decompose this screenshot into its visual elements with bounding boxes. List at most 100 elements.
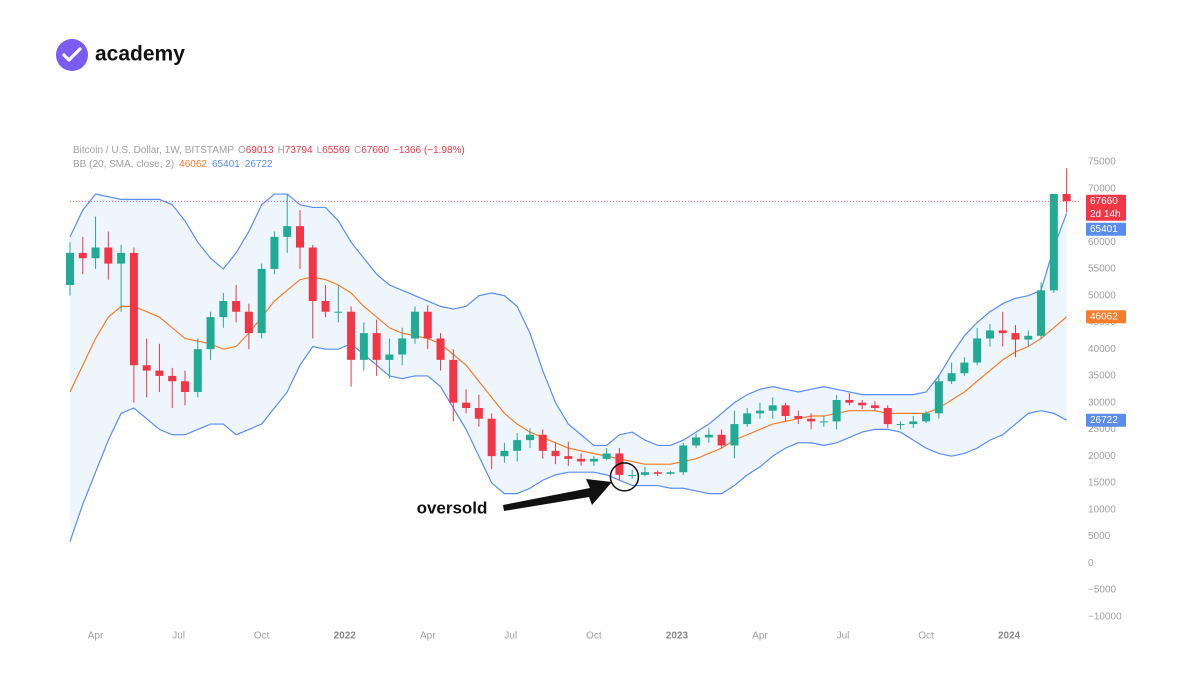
price-tag <box>1086 194 1126 221</box>
candle-body <box>883 408 892 425</box>
candle-body <box>922 413 931 422</box>
title: Bitcoin / U.S. Dollar, 1W, BITSTAMP <box>73 145 234 156</box>
candle-body <box>794 416 803 419</box>
candle-body <box>577 458 586 462</box>
candle-body <box>347 311 356 360</box>
lower-band <box>69 343 1067 542</box>
candle-body <box>896 424 905 426</box>
y-tick-label: 5000 <box>1088 531 1111 542</box>
candle-body <box>538 434 547 451</box>
candle-body <box>960 362 969 374</box>
indicator-name: BB (20, SMA, close, 2) <box>73 159 174 170</box>
price-tag-label: 67660 <box>1090 196 1118 207</box>
y-tick-label: 25000 <box>1088 424 1116 435</box>
candle-body <box>78 252 87 259</box>
candle-body <box>359 333 368 360</box>
ohlc-letter: O <box>238 145 246 156</box>
candle-body <box>858 402 867 406</box>
candle-body <box>104 247 113 264</box>
candle-body <box>819 421 828 423</box>
upper-value: 65401 <box>212 159 240 170</box>
price-tag-label: 46062 <box>1090 312 1118 323</box>
x-tick-label: Oct <box>586 631 602 642</box>
y-tick-label: 15000 <box>1088 478 1116 489</box>
band-fill <box>70 194 1067 542</box>
y-tick-label: 50000 <box>1088 290 1116 301</box>
candle-body <box>487 418 496 457</box>
y-tick-label: 35000 <box>1088 371 1116 382</box>
y-tick-label: 30000 <box>1088 397 1116 408</box>
plot <box>66 168 1080 542</box>
candle-body <box>781 405 790 417</box>
candle-body <box>129 252 138 366</box>
oversold-circle <box>609 462 640 492</box>
candle-body <box>934 381 943 414</box>
candle-body <box>628 474 637 476</box>
annotation: oversold <box>417 479 612 517</box>
candle-body <box>462 402 471 409</box>
candle-body <box>232 301 241 312</box>
ohlc-value: 73794 <box>285 145 313 156</box>
price-tag <box>1086 310 1126 324</box>
candle-body <box>589 458 598 462</box>
candle-body <box>219 301 228 318</box>
logo-check <box>62 47 82 62</box>
candle-body <box>755 410 764 414</box>
x-tick-label: Oct <box>254 631 270 642</box>
countdown: 2d 14h <box>1090 209 1121 220</box>
candle-body <box>717 434 726 446</box>
candle-body <box>679 445 688 473</box>
candle-body <box>704 434 713 438</box>
candle-body <box>321 301 330 312</box>
header: Bitcoin / U.S. Dollar, 1W, BITSTAMP O6901… <box>73 145 465 156</box>
candle-body <box>385 354 394 360</box>
candle-body <box>1049 193 1058 291</box>
candle-body <box>283 226 292 237</box>
candle-body <box>1011 333 1020 340</box>
change-label: −1366 (−1.98%) <box>393 145 465 156</box>
candle-body <box>870 405 879 409</box>
candle-body <box>1037 290 1046 336</box>
candle-body <box>500 450 509 457</box>
candle-body <box>564 456 573 459</box>
y-tick-label: −5000 <box>1088 585 1117 596</box>
middle-value: 46062 <box>179 159 207 170</box>
candle-body <box>155 370 164 376</box>
x-tick-label: 2024 <box>998 631 1021 642</box>
price-tag-label: 26722 <box>1090 415 1118 426</box>
y-tick-label: 20000 <box>1088 451 1116 462</box>
candle-body <box>193 349 202 392</box>
y-tick-label: 60000 <box>1088 237 1116 248</box>
candle-body <box>334 311 343 313</box>
candle-body <box>180 381 189 392</box>
annotation-text: oversold <box>417 498 488 517</box>
candle-body <box>653 472 662 474</box>
candle-body <box>308 247 317 302</box>
candle-body <box>372 333 381 360</box>
candle-body <box>206 317 215 350</box>
x-tick-label: Jul <box>172 631 185 642</box>
x-tick-label: Oct <box>918 631 934 642</box>
candle-body <box>270 236 279 269</box>
y-tick-label: 70000 <box>1088 183 1116 194</box>
candle-body <box>602 453 611 459</box>
logo: academy <box>56 39 185 71</box>
candle-body <box>845 399 854 403</box>
y-tick-label: 55000 <box>1088 264 1116 275</box>
candle-body <box>244 311 253 334</box>
candle-body <box>525 434 534 441</box>
logo-text: academy <box>95 43 185 66</box>
candle-body <box>807 418 816 422</box>
candle-body <box>142 365 151 371</box>
arrow <box>503 479 612 511</box>
candle-body <box>1024 335 1033 340</box>
price-tag <box>1086 222 1126 236</box>
candle-body <box>423 311 432 339</box>
candle-body <box>117 252 126 264</box>
x-tick-label: Apr <box>752 631 768 642</box>
candle-body <box>730 424 739 446</box>
ohlc-value: 65569 <box>322 145 350 156</box>
x-tick-label: Apr <box>88 631 104 642</box>
price-tag <box>1086 413 1126 427</box>
